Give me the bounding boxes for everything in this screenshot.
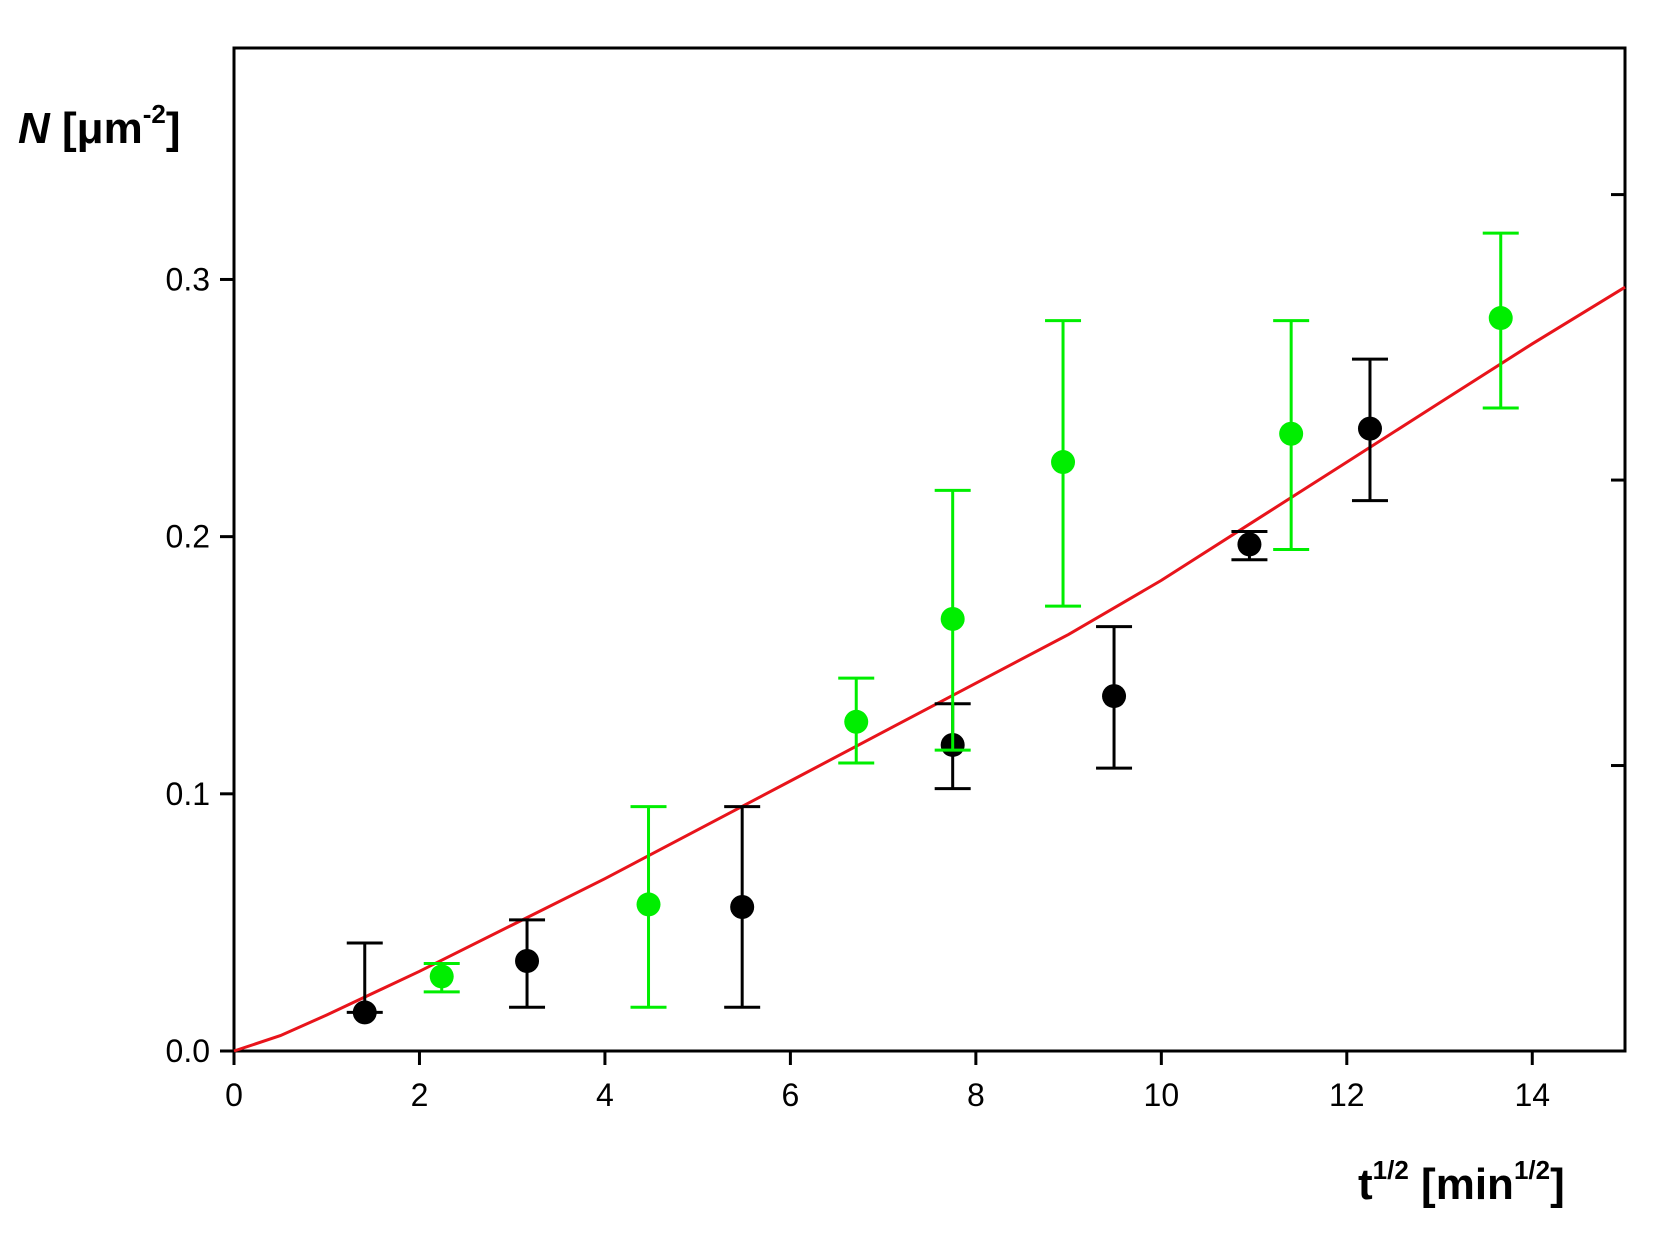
fit-curve-layer — [233, 285, 1626, 1053]
plot-frame — [232, 46, 1627, 1053]
series-1 — [346, 357, 1388, 1025]
data-point — [352, 1000, 377, 1025]
data-point — [940, 606, 965, 631]
data-point — [1279, 421, 1304, 446]
x-axis-bracket-open: [ — [1421, 1160, 1436, 1209]
data-point — [844, 709, 869, 734]
x-tick-label: 10 — [1144, 1077, 1180, 1113]
x-axis-variable: t — [1358, 1160, 1373, 1209]
data-point — [429, 964, 454, 989]
data-point — [1357, 416, 1382, 441]
y-tick-label: 0.0 — [166, 1033, 210, 1069]
axes: 0 2 4 6 8 10 12 14 0.0 0.1 0.2 0.3 — [166, 46, 1627, 1113]
y-axis-unit-exponent: -2 — [142, 99, 166, 129]
y-axis-unit: μm — [76, 104, 143, 153]
data-point — [1237, 532, 1262, 557]
x-tick-label: 14 — [1514, 1077, 1550, 1113]
data-point — [730, 894, 755, 919]
y-tick-label: 0.3 — [166, 261, 210, 297]
x-tick-label: 2 — [411, 1077, 429, 1113]
data-point — [1051, 450, 1076, 475]
data-series-layer — [346, 231, 1519, 1025]
data-point — [515, 948, 540, 973]
x-axis-variable-exponent: 1/2 — [1372, 1155, 1409, 1185]
series-2 — [423, 231, 1519, 1009]
x-axis-bracket-close: ] — [1550, 1160, 1565, 1209]
y-tick-label: 0.1 — [166, 776, 210, 812]
x-axis-unit: min — [1435, 1160, 1514, 1209]
data-point — [1488, 306, 1513, 331]
y-axis-variable: N — [18, 104, 50, 153]
x-tick-label: 4 — [596, 1077, 614, 1113]
x-tick-label: 8 — [967, 1077, 985, 1113]
data-point — [636, 892, 661, 917]
x-tick-label: 12 — [1329, 1077, 1365, 1113]
y-axis-bracket-open: [ — [62, 104, 77, 153]
x-axis-unit-exponent: 1/2 — [1513, 1155, 1551, 1185]
y-axis-bracket-close: ] — [165, 104, 181, 153]
y-axis-label: N [μm-2] — [18, 99, 181, 154]
fit-curve-line — [233, 285, 1626, 1053]
x-axis-label: t1/2 [min1/2] — [1358, 1155, 1565, 1210]
y-tick-label: 0.2 — [166, 519, 210, 555]
x-tick-label: 0 — [225, 1077, 243, 1113]
x-tick-label: 6 — [782, 1077, 800, 1113]
data-point — [1102, 684, 1127, 709]
